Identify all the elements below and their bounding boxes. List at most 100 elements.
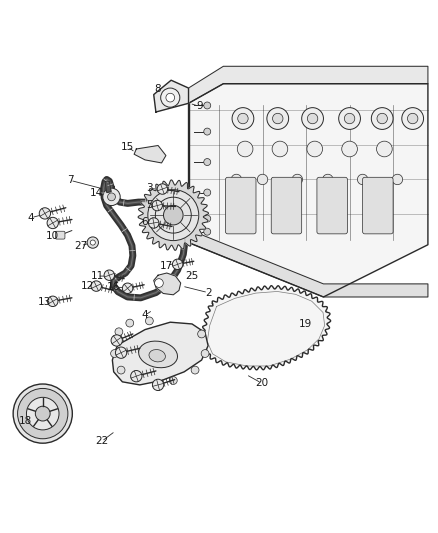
Text: 18: 18 [19,416,32,426]
Circle shape [163,205,183,225]
FancyBboxPatch shape [55,231,65,239]
Circle shape [157,184,168,194]
Circle shape [292,174,303,184]
Circle shape [104,270,115,280]
Text: 3: 3 [146,183,153,193]
Text: 25: 25 [185,271,199,281]
Polygon shape [154,273,181,295]
Circle shape [272,141,288,157]
Circle shape [35,406,50,421]
Circle shape [161,88,180,107]
Text: 7: 7 [67,175,74,185]
Text: 8: 8 [154,84,160,94]
FancyBboxPatch shape [363,177,393,234]
Circle shape [307,141,322,157]
Circle shape [371,108,393,130]
Circle shape [231,174,242,184]
Text: 5: 5 [146,200,153,209]
Circle shape [39,208,50,219]
Circle shape [166,93,175,102]
Text: 15: 15 [121,142,134,152]
Circle shape [392,174,403,184]
Polygon shape [105,181,111,192]
Text: 17: 17 [160,261,173,271]
Circle shape [170,377,177,384]
Circle shape [145,317,153,325]
Circle shape [267,108,289,130]
FancyBboxPatch shape [226,177,256,234]
Circle shape [357,174,368,184]
Circle shape [204,158,211,166]
Circle shape [402,108,424,130]
Circle shape [237,141,253,157]
Text: 27: 27 [74,240,87,251]
Circle shape [91,281,102,292]
Circle shape [87,237,99,248]
Circle shape [272,114,283,124]
Polygon shape [188,66,428,103]
Circle shape [322,174,333,184]
Circle shape [103,188,120,206]
Circle shape [377,114,388,124]
Circle shape [173,259,183,270]
Text: 4: 4 [142,310,148,320]
Circle shape [302,108,323,130]
Circle shape [126,319,134,327]
Polygon shape [134,146,166,163]
Circle shape [339,108,360,130]
FancyBboxPatch shape [271,177,302,234]
Circle shape [111,335,122,346]
Ellipse shape [149,350,166,362]
Circle shape [131,370,142,382]
Circle shape [204,128,211,135]
Circle shape [155,279,163,287]
Circle shape [204,102,211,109]
Circle shape [152,379,164,391]
Circle shape [155,197,191,233]
Circle shape [152,200,162,211]
Text: 2: 2 [205,288,212,297]
Text: 16: 16 [107,282,120,293]
Circle shape [204,189,211,196]
Circle shape [342,141,357,157]
Text: 10: 10 [46,231,59,241]
Ellipse shape [139,341,177,368]
Circle shape [238,114,248,124]
FancyBboxPatch shape [317,177,347,234]
Text: 11: 11 [91,271,104,281]
Circle shape [198,330,205,338]
Text: 22: 22 [95,437,108,447]
Polygon shape [113,322,208,385]
Circle shape [47,217,58,229]
Polygon shape [188,84,428,297]
Circle shape [111,350,118,358]
Circle shape [377,141,392,157]
Circle shape [116,347,127,358]
Circle shape [191,366,199,374]
Polygon shape [188,230,428,297]
Circle shape [407,114,418,124]
Circle shape [307,114,318,124]
Circle shape [122,283,133,294]
Circle shape [115,328,123,336]
Text: 6: 6 [141,217,148,227]
Text: 13: 13 [37,297,51,307]
Text: 19: 19 [299,319,312,329]
Circle shape [26,397,59,430]
Circle shape [148,218,159,228]
Circle shape [117,366,125,374]
Text: 20: 20 [255,378,268,388]
Circle shape [201,350,209,358]
Circle shape [148,190,199,240]
Circle shape [204,215,211,222]
Circle shape [257,174,268,184]
Circle shape [18,389,68,439]
Text: 4: 4 [28,213,34,223]
Circle shape [108,193,116,201]
Circle shape [47,296,58,306]
Polygon shape [138,180,208,251]
Circle shape [204,228,211,235]
Circle shape [344,114,355,124]
Text: 14: 14 [90,188,103,198]
Circle shape [13,384,72,443]
